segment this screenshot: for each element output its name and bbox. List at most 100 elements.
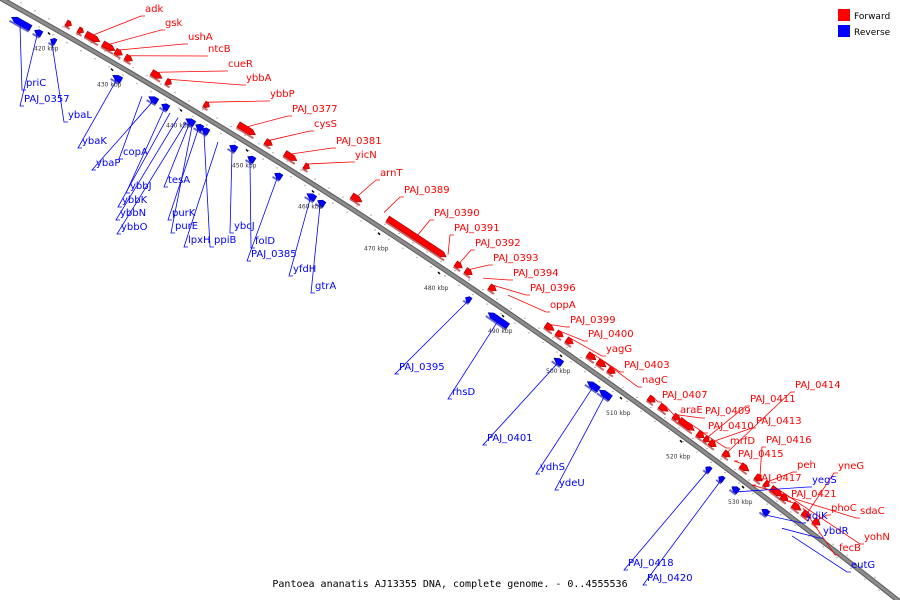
gene-label[interactable]: PAJ_0391: [454, 223, 500, 234]
gene-label[interactable]: tesA: [168, 175, 190, 186]
gene-label[interactable]: PAJ_0411: [750, 394, 796, 405]
forward-gene[interactable]: [301, 162, 311, 173]
gene-label[interactable]: PAJ_0400: [588, 329, 634, 340]
gene-label[interactable]: PAJ_0416: [766, 435, 812, 446]
gene-label[interactable]: ybaP: [96, 158, 120, 169]
forward-gene[interactable]: [720, 449, 732, 462]
gene-label[interactable]: PAJ_0377: [292, 104, 338, 115]
gene-label[interactable]: PAJ_0410: [708, 421, 754, 432]
gene-label[interactable]: ybbO: [121, 222, 148, 233]
forward-gene[interactable]: [282, 150, 298, 165]
forward-gene[interactable]: [789, 501, 803, 515]
forward-gene[interactable]: [100, 40, 116, 55]
gene-label[interactable]: ydiK: [806, 511, 828, 522]
forward-gene[interactable]: [83, 30, 102, 47]
gene-label[interactable]: PAJ_0357: [24, 94, 70, 105]
gene-label[interactable]: arnT: [380, 168, 403, 179]
gene-label[interactable]: PAJ_0396: [530, 283, 576, 294]
reverse-gene[interactable]: [715, 474, 726, 485]
gene-label[interactable]: PAJ_0390: [434, 208, 480, 219]
forward-gene[interactable]: [462, 267, 474, 279]
gene-label[interactable]: ydeU: [559, 478, 585, 489]
reverse-gene[interactable]: [485, 310, 510, 331]
forward-gene[interactable]: [123, 53, 134, 66]
reverse-gene[interactable]: [702, 465, 713, 475]
forward-gene[interactable]: [75, 26, 85, 37]
reverse-gene[interactable]: [244, 154, 257, 166]
gene-label[interactable]: purK: [172, 208, 196, 219]
gene-label[interactable]: PAJ_0403: [624, 360, 670, 371]
reverse-gene[interactable]: [32, 28, 44, 39]
reverse-gene[interactable]: [596, 388, 613, 403]
reverse-gene[interactable]: [462, 295, 473, 305]
gene-label[interactable]: ybbP: [270, 89, 295, 100]
forward-gene[interactable]: [385, 215, 448, 262]
reverse-gene[interactable]: [226, 143, 239, 154]
gene-label[interactable]: ybaL: [68, 110, 92, 121]
gene-label[interactable]: gsk: [165, 18, 183, 29]
gene-label[interactable]: peh: [797, 460, 816, 471]
reverse-gene[interactable]: [8, 15, 33, 33]
reverse-gene[interactable]: [551, 356, 565, 368]
forward-gene[interactable]: [262, 138, 274, 150]
gene-label[interactable]: lpxH: [188, 235, 211, 246]
forward-gene[interactable]: [778, 493, 790, 505]
gene-label[interactable]: ybbN: [120, 208, 146, 219]
reverse-gene[interactable]: [758, 507, 771, 519]
reverse-gene[interactable]: [110, 73, 124, 85]
gene-label[interactable]: PAJ_0407: [662, 390, 708, 401]
gene-label[interactable]: PAJ_0381: [336, 136, 382, 147]
gene-label[interactable]: gtrA: [315, 281, 336, 292]
forward-gene[interactable]: [563, 336, 575, 348]
gene-label[interactable]: PAJ_0414: [795, 380, 841, 391]
reverse-gene[interactable]: [159, 102, 171, 113]
gene-label[interactable]: ybaK: [82, 136, 107, 147]
gene-label[interactable]: mrfD: [730, 436, 755, 447]
gene-label[interactable]: PAJ_0395: [399, 362, 445, 373]
gene-label[interactable]: copA: [123, 147, 148, 158]
gene-label[interactable]: PAJ_0421: [791, 489, 837, 500]
gene-label[interactable]: ppiB: [214, 235, 236, 246]
reverse-gene[interactable]: [198, 126, 211, 137]
reverse-gene[interactable]: [271, 171, 284, 182]
gene-label[interactable]: cueR: [228, 59, 253, 70]
forward-gene[interactable]: [752, 473, 764, 485]
forward-gene[interactable]: [113, 47, 124, 60]
gene-label[interactable]: PAJ_0409: [705, 406, 751, 417]
reverse-gene[interactable]: [584, 379, 601, 394]
gene-label[interactable]: PAJ_0394: [513, 268, 559, 279]
gene-label[interactable]: nagC: [642, 375, 668, 386]
gene-label[interactable]: yneG: [838, 461, 864, 472]
gene-label[interactable]: phoC: [831, 503, 857, 514]
gene-label[interactable]: araE: [680, 405, 703, 416]
reverse-gene[interactable]: [314, 198, 327, 210]
gene-label[interactable]: PAJ_0399: [570, 315, 616, 326]
reverse-gene[interactable]: [146, 94, 160, 107]
gene-label[interactable]: oppA: [550, 300, 576, 311]
gene-label[interactable]: ntcB: [208, 44, 231, 55]
gene-label[interactable]: PAJ_0413: [756, 416, 802, 427]
forward-gene[interactable]: [553, 329, 565, 341]
forward-gene[interactable]: [657, 402, 670, 416]
reverse-gene[interactable]: [728, 484, 741, 496]
gene-label[interactable]: priC: [26, 78, 46, 89]
gene-label[interactable]: PAJ_0415: [738, 449, 784, 460]
forward-gene[interactable]: [452, 260, 464, 273]
gene-label[interactable]: yegS: [812, 475, 837, 486]
gene-label[interactable]: PAJ_0401: [487, 433, 533, 444]
gene-label[interactable]: cysS: [314, 119, 337, 130]
gene-label[interactable]: PAJ_0393: [493, 253, 539, 264]
gene-label[interactable]: PAJ_0417: [756, 473, 802, 484]
forward-gene[interactable]: [543, 321, 556, 335]
gene-label[interactable]: ybdR: [823, 526, 849, 537]
gene-label[interactable]: PAJ_0420: [647, 573, 693, 584]
forward-gene[interactable]: [149, 69, 163, 83]
forward-gene[interactable]: [486, 283, 498, 295]
gene-label[interactable]: ybbJ: [130, 181, 152, 192]
forward-gene[interactable]: [595, 358, 608, 372]
gene-label[interactable]: folD: [255, 236, 275, 247]
forward-gene[interactable]: [585, 351, 598, 364]
gene-label[interactable]: ybbA: [246, 73, 272, 84]
forward-gene[interactable]: [63, 19, 73, 30]
gene-label[interactable]: PAJ_0385: [251, 249, 297, 260]
